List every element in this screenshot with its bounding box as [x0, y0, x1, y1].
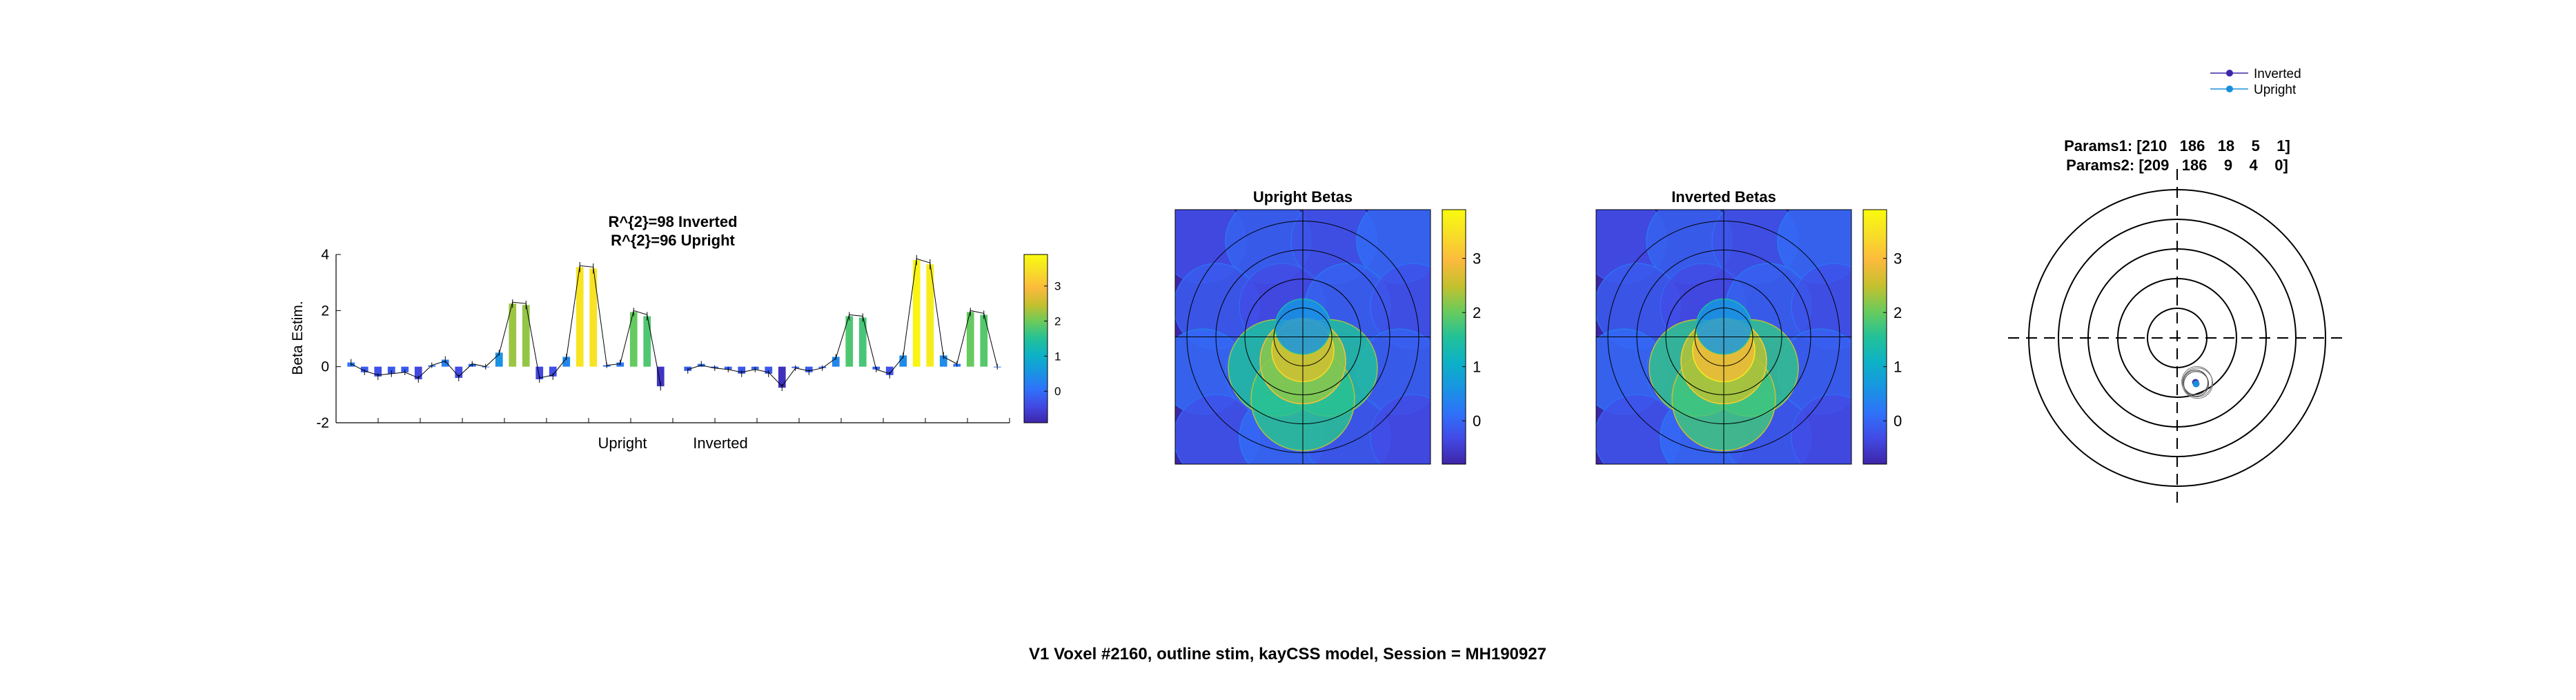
inverted-betas-title: Inverted Betas [1671, 188, 1776, 206]
inverted-map-colorbar-tick-label: 0 [1894, 412, 1902, 430]
bar [656, 366, 665, 387]
y-tick-label: 0 [321, 359, 329, 375]
bar [765, 366, 773, 374]
bar [374, 366, 382, 377]
inverted-map-colorbar-tick-label: 1 [1894, 358, 1902, 375]
bar [387, 366, 395, 374]
legend-marker-upright [2226, 86, 2233, 92]
polar-plot [2008, 169, 2346, 507]
legend: Inverted Upright [2210, 67, 2301, 97]
bar [845, 316, 854, 367]
bar-colorbar-tick-label: 1 [1054, 350, 1061, 363]
bar [832, 357, 840, 367]
bar-chart-ylabel: Beta Estim. [290, 301, 306, 374]
inverted-betas-image [1595, 209, 1852, 465]
legend-label-upright: Upright [2254, 83, 2297, 97]
group-label-upright: Upright [598, 434, 647, 452]
inverted-betas-colorbar: 0 1 2 3 [1862, 209, 1902, 465]
prf-center-upright [2192, 380, 2200, 388]
legend-label-inverted: Inverted [2254, 67, 2301, 81]
upright-betas-title: Upright Betas [1253, 188, 1353, 206]
params-line-1: Params1: [210 186 18 5 1] [2064, 137, 2290, 154]
y-tick-label: -2 [316, 415, 329, 431]
upright-betas-colorbar: 0 1 2 3 [1442, 209, 1481, 465]
upright-betas-image [1174, 209, 1431, 465]
upright-map-colorbar-tick-label: 2 [1473, 304, 1481, 321]
figure-suptitle: V1 Voxel #2160, outline stim, kayCSS mod… [1029, 645, 1546, 663]
bar [926, 264, 934, 367]
bar [629, 312, 638, 367]
upright-map-colorbar-tick-label: 3 [1473, 250, 1481, 267]
prf-size-circle [2181, 366, 2213, 397]
inverted-betas-map: Inverted Betas 0 1 2 3 [1595, 188, 1902, 465]
bar [414, 366, 422, 379]
upright-map-aperture [1370, 394, 1430, 464]
beta-bar-chart: R^{2}=98 Inverted R^{2}=96 Upright Beta … [290, 213, 1061, 452]
bar [441, 359, 449, 367]
upright-map-frame [1174, 209, 1431, 465]
bar [576, 267, 584, 367]
bar [535, 366, 544, 379]
model-fit-line [687, 258, 998, 387]
inverted-map-colorbar-tick-label: 2 [1894, 304, 1902, 321]
bar [738, 366, 746, 374]
y-tick-label: 4 [321, 247, 329, 263]
bar [589, 268, 598, 367]
y-tick-label: 2 [321, 303, 329, 319]
inverted-map-frame [1595, 209, 1852, 465]
bar [562, 357, 571, 367]
bar [455, 366, 463, 378]
upright-map-colorbar-gradient [1442, 209, 1466, 465]
bar [885, 366, 894, 375]
bar-chart-colorbar: 0 1 2 3 [1023, 254, 1061, 423]
bar [643, 316, 651, 367]
prf-size-circle [2183, 371, 2210, 397]
bar [778, 366, 786, 388]
bar [509, 303, 517, 367]
inverted-map-colorbar-tick-label: 3 [1894, 250, 1902, 267]
bar [495, 352, 503, 367]
upright-map-colorbar-tick-label: 0 [1473, 412, 1481, 430]
prf-size-circle [2183, 369, 2209, 396]
bar-colorbar-tick-label: 2 [1054, 315, 1061, 328]
bar [980, 314, 988, 367]
bar [549, 366, 557, 377]
group-label-inverted: Inverted [693, 434, 748, 452]
prf-size-circle [2182, 368, 2214, 399]
upright-map-colorbar-tick-label: 1 [1473, 358, 1481, 375]
bar [522, 305, 530, 367]
upright-betas-map: Upright Betas 0 1 2 3 [1174, 188, 1481, 465]
bar [939, 355, 947, 367]
bar-chart-axes: -2 0 2 4 [316, 247, 1010, 431]
inverted-map-colorbar-gradient [1862, 209, 1887, 465]
bar-colorbar-tick-label: 0 [1054, 385, 1061, 398]
bar [912, 260, 921, 367]
model-fit-line [351, 265, 661, 386]
inverted-map-aperture [1791, 394, 1851, 464]
bar-chart-title-line-2: R^{2}=96 Upright [611, 232, 735, 249]
bar [858, 317, 867, 367]
bar-colorbar-gradient [1023, 254, 1048, 423]
bar-colorbar-tick-label: 3 [1054, 280, 1061, 293]
bar [966, 312, 974, 367]
bar [899, 355, 907, 367]
bar-chart-title-line-1: R^{2}=98 Inverted [608, 213, 737, 230]
legend-marker-inverted [2226, 70, 2233, 77]
bar-chart-marks [347, 254, 1001, 392]
prf-position-panel: Inverted Upright Params1: [210 186 18 5 … [2008, 67, 2346, 507]
